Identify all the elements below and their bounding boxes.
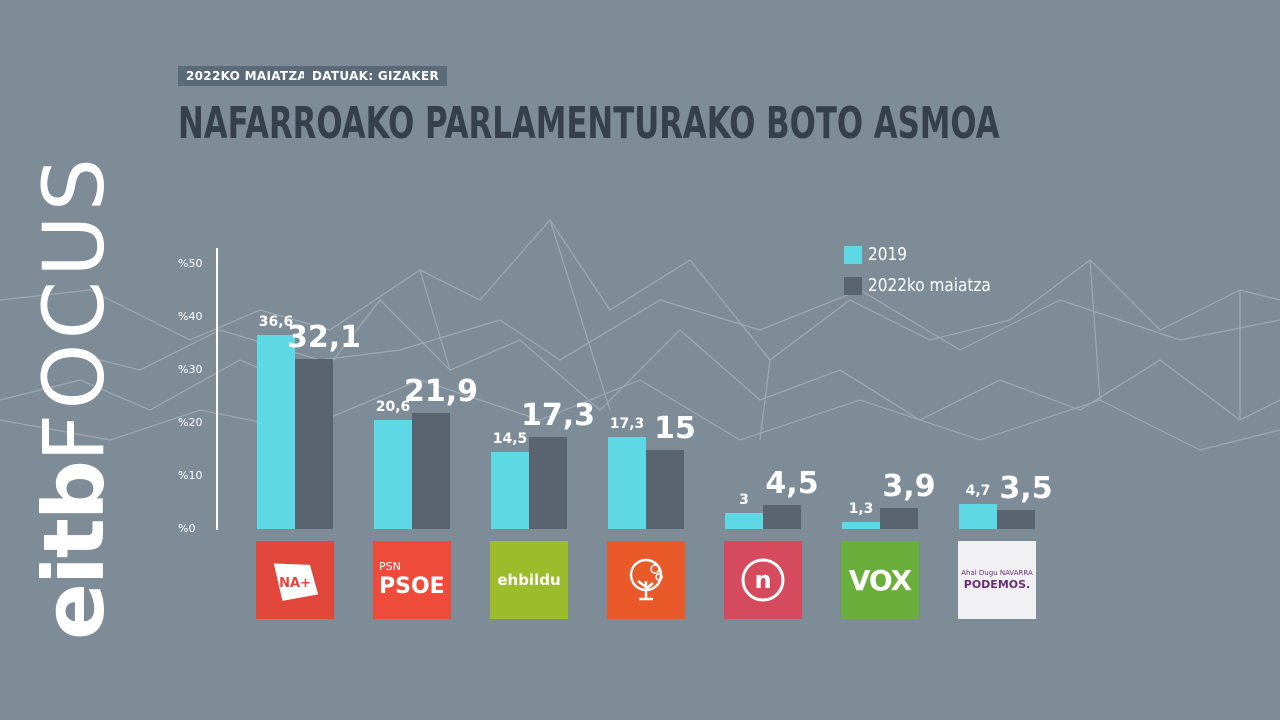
logo-eh-bildu: ehbildu <box>490 541 568 619</box>
tree-icon <box>629 558 663 601</box>
bildu-text: ehbildu <box>497 571 561 589</box>
bar-2022-2 <box>529 437 567 529</box>
bar-2022-5 <box>880 508 918 529</box>
bar-2022-1 <box>412 412 450 529</box>
n-text: n <box>754 566 771 594</box>
podemos-line2: PODEMOS. <box>963 578 1031 591</box>
source-tag: DATUAK: GIZAKER <box>304 66 447 86</box>
vox-text: VOX <box>848 563 913 597</box>
value-label-2019-4: 3 <box>739 492 749 509</box>
bar-2019-2 <box>491 452 529 529</box>
legend-swatch-2019 <box>844 246 862 264</box>
logo-n: n <box>724 541 802 619</box>
bar-2022-3 <box>646 449 684 529</box>
value-label-2019-3: 17,3 <box>609 416 645 433</box>
legend-label-2022: 2022ko maiatza <box>868 275 991 296</box>
y-tick-label: %50 <box>178 257 203 270</box>
bar-2022-6 <box>997 510 1035 529</box>
y-tick-label: %40 <box>178 310 203 323</box>
y-tick-label: %0 <box>178 522 196 535</box>
bar-2022-4 <box>763 505 801 529</box>
psoe-line1: PSN <box>379 560 401 573</box>
value-label-2022-1: 21,9 <box>403 373 479 409</box>
y-tick-label: %30 <box>178 363 203 376</box>
logo-psn-psoe: PSN PSOE <box>373 541 451 619</box>
bar-2019-4 <box>725 513 763 529</box>
value-label-2022-6: 3,5 <box>999 471 1053 507</box>
value-label-2019-5: 1,3 <box>848 501 874 518</box>
date-tag: 2022KO MAIATZA <box>178 66 315 86</box>
bar-2022-0 <box>295 358 333 529</box>
value-label-2022-4: 4,5 <box>765 466 819 502</box>
chart-title: NAFARROAKO PARLAMENTURAKO BOTO ASMOA <box>178 98 1000 149</box>
n-circle-icon: n <box>741 558 785 602</box>
logo-na-plus: NA+ <box>256 541 334 619</box>
logo-geroa-bai <box>607 541 685 619</box>
watermark-part2: FOCUS <box>25 154 123 462</box>
value-label-2019-2: 14,5 <box>492 431 528 448</box>
y-axis-line <box>216 248 218 530</box>
bar-2019-5 <box>842 522 880 529</box>
watermark-part1: eitb <box>25 461 123 640</box>
bar-2019-0 <box>257 335 295 529</box>
bar-2019-3 <box>608 437 646 529</box>
value-label-2022-0: 32,1 <box>286 319 362 355</box>
legend-swatch-2022 <box>844 277 862 295</box>
bar-2019-1 <box>374 419 412 529</box>
legend-label-2019: 2019 <box>868 244 907 265</box>
bar-2019-6 <box>959 504 997 529</box>
value-label-2022-5: 3,9 <box>882 469 936 505</box>
y-tick-label: %10 <box>178 469 203 482</box>
value-label-2019-6: 4,7 <box>965 483 991 500</box>
value-label-2019-1: 20,6 <box>375 398 411 415</box>
eitbfocus-logo: eitbFOCUS <box>14 154 134 640</box>
value-label-2019-0: 36,6 <box>258 314 294 331</box>
podemos-line1: Ahal Dugu NAVARRA <box>961 569 1033 577</box>
na-plus-icon: NA+ <box>273 563 319 601</box>
logo-podemos: Ahal Dugu NAVARRA PODEMOS. <box>958 541 1036 619</box>
psoe-line2: PSOE <box>379 574 445 599</box>
value-label-2022-3: 15 <box>654 410 696 446</box>
na-plus-text: NA+ <box>279 576 311 591</box>
value-label-2022-2: 17,3 <box>520 398 596 434</box>
y-tick-label: %20 <box>178 416 203 429</box>
logo-vox: VOX <box>841 541 919 619</box>
